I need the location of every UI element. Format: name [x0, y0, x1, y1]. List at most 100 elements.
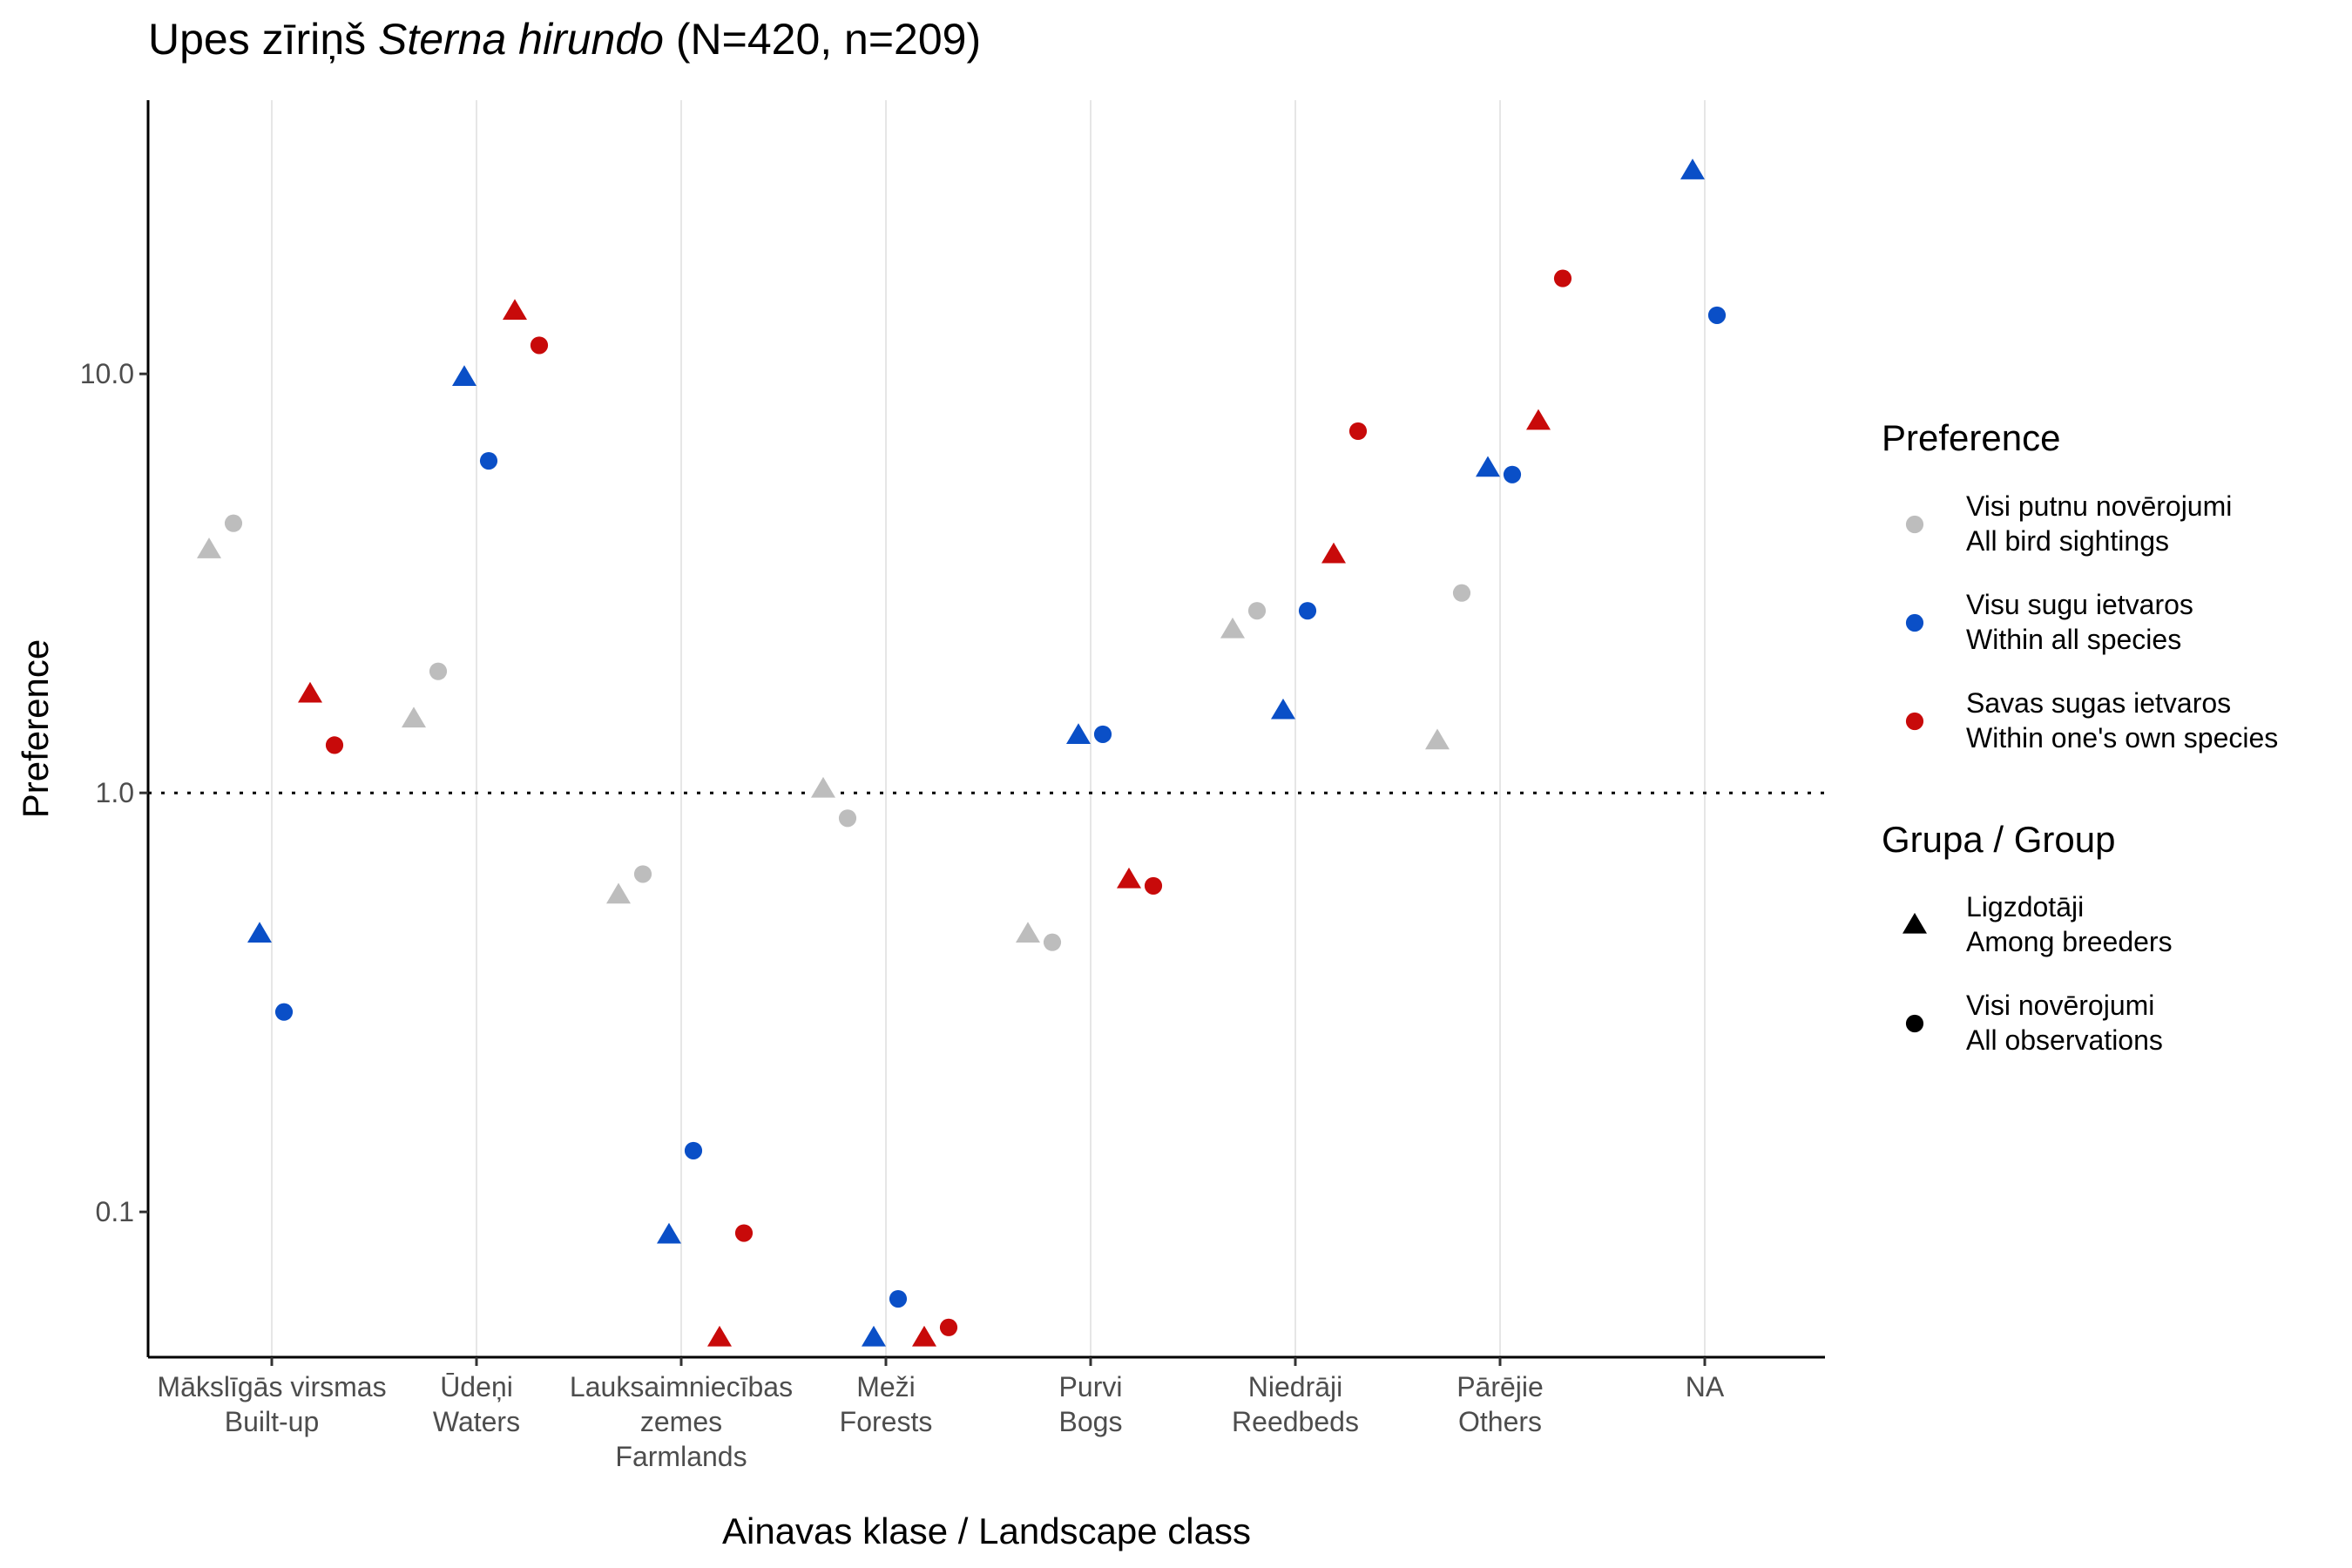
data-point-triangle [811, 776, 835, 798]
legend-label-line: Visi putnu novērojumi [1966, 490, 2232, 522]
data-point-circle [530, 336, 549, 355]
legend-label-line: Within all species [1966, 624, 2181, 655]
x-axis-title: Ainavas klase / Landscape class [722, 1511, 1251, 1551]
data-point-circle [734, 1224, 754, 1242]
data-point-circle [1348, 422, 1368, 441]
x-tick-label: NA [1686, 1371, 1725, 1402]
data-point-circle [1144, 876, 1163, 895]
x-tick-label-line: Lauksaimniecības [570, 1371, 793, 1402]
data-point-triangle [912, 1325, 936, 1347]
x-tick-label-line: Meži [856, 1371, 916, 1402]
x-tick-label-line: Forests [840, 1406, 933, 1437]
data-point-triangle [1016, 922, 1040, 943]
data-point-triangle [247, 922, 272, 943]
chart-title-species: Sterna hirundo [378, 15, 664, 64]
y-tick-label: 0.1 [96, 1196, 134, 1227]
x-tick-label: Niedrāji Reedbeds [1232, 1371, 1359, 1437]
legend-label: Ligzdotāji Among breeders [1966, 891, 2173, 957]
x-tick-label-line: Bogs [1059, 1406, 1123, 1437]
data-point-circle [939, 1318, 958, 1336]
legend-label-line: Visu sugu ietvaros [1966, 589, 2193, 620]
data-point-triangle [1321, 542, 1346, 564]
x-tick-label: Lauksaimniecības zemes Farmlands [570, 1371, 793, 1472]
x-tick-label-line: NA [1686, 1371, 1725, 1402]
legend-key-circle [1905, 1014, 1924, 1033]
x-tick-label-line: Reedbeds [1232, 1406, 1359, 1437]
x-tick-label-line: Waters [433, 1406, 520, 1437]
data-point-circle [1503, 465, 1522, 483]
legend-label-line: Within one's own species [1966, 722, 2278, 754]
legend-label-line: Visi novērojumi [1966, 990, 2154, 1021]
data-point-triangle [402, 706, 426, 728]
data-point-circle [325, 736, 344, 754]
x-tick-label: Ūdeņi Waters [433, 1371, 520, 1437]
x-tick-label: Meži Forests [840, 1371, 933, 1437]
legend-key-all_bird_sightings [1905, 515, 1924, 534]
data-point-circle [1298, 602, 1317, 620]
chart-title-suffix: (N=420, n=209) [664, 15, 981, 64]
x-tick-label-line: Pārējie [1456, 1371, 1544, 1402]
data-point-circle [479, 451, 498, 470]
y-axis-ticks: 0.1 1.0 10.0 [80, 358, 148, 1227]
legend-label-line: Among breeders [1966, 926, 2173, 957]
data-point-triangle [657, 1222, 681, 1244]
data-point-triangle [1220, 617, 1245, 639]
legend-label-line: Ligzdotāji [1966, 891, 2084, 923]
legend-key-within_all_species [1905, 613, 1924, 632]
legend-key-triangle [1903, 912, 1927, 934]
x-tick-label-line: Mākslīgās virsmas [157, 1371, 386, 1402]
x-tick-label-line: Purvi [1059, 1371, 1123, 1402]
legend-label: Visi putnu novērojumi All bird sightings [1966, 490, 2232, 557]
data-point-circle [1093, 725, 1112, 743]
legend-label: Savas sugas ietvaros Within one's own spe… [1966, 687, 2278, 754]
data-point-circle [224, 514, 243, 532]
x-tick-label: Purvi Bogs [1059, 1371, 1123, 1437]
data-point-triangle [503, 299, 527, 320]
data-point-circle [429, 662, 448, 680]
data-point-triangle [1680, 159, 1705, 179]
data-point-triangle [1117, 867, 1141, 889]
chart-title-prefix: Upes zīriņš [148, 15, 378, 64]
x-tick-label-line: Niedrāji [1248, 1371, 1342, 1402]
data-points [197, 159, 1727, 1347]
data-point-triangle [1526, 409, 1551, 430]
gridlines [271, 100, 1706, 1357]
x-tick-label: Pārējie Others [1456, 1371, 1544, 1437]
data-point-triangle [862, 1325, 886, 1347]
data-point-circle [1452, 584, 1471, 602]
data-point-circle [1707, 306, 1727, 324]
y-tick-label: 1.0 [96, 777, 134, 808]
x-tick-label-line: zemes [640, 1406, 722, 1437]
data-point-triangle [197, 537, 221, 558]
data-point-triangle [1476, 456, 1500, 477]
chart-title: Upes zīriņš Sterna hirundo (N=420, n=209… [148, 15, 981, 64]
x-axis-ticks: Mākslīgās virsmas Built-up Ūdeņi Waters Lauk… [157, 1357, 1725, 1472]
legend-label-line: All observations [1966, 1024, 2163, 1056]
x-tick-label: Mākslīgās virsmas Built-up [157, 1371, 386, 1437]
data-point-triangle [1271, 698, 1295, 720]
y-tick-label: 10.0 [80, 358, 134, 389]
data-point-circle [889, 1289, 908, 1308]
data-point-triangle [452, 365, 476, 386]
data-point-circle [1247, 602, 1267, 620]
data-point-circle [633, 865, 652, 883]
y-axis-title: Preference [15, 639, 56, 818]
legend-label: Visu sugu ietvaros Within all species [1966, 589, 2193, 655]
data-point-circle [1553, 269, 1572, 287]
data-point-triangle [707, 1325, 732, 1347]
data-point-triangle [1066, 723, 1091, 745]
data-point-circle [274, 1003, 294, 1021]
data-point-triangle [298, 681, 322, 703]
x-tick-label-line: Others [1458, 1406, 1542, 1437]
x-tick-label-line: Built-up [225, 1406, 320, 1437]
data-point-circle [838, 809, 857, 828]
legend-key-within_own_species [1905, 712, 1924, 731]
x-tick-label-line: Farmlands [615, 1441, 747, 1472]
legend-title-group: Grupa / Group [1882, 819, 2115, 860]
legend-title-preference: Preference [1882, 417, 2060, 458]
data-point-triangle [1425, 728, 1450, 750]
legend: Preference Visi putnu novērojumi All bird … [1882, 417, 2278, 1056]
legend-label-line: All bird sightings [1966, 525, 2169, 557]
data-point-circle [1043, 933, 1062, 951]
